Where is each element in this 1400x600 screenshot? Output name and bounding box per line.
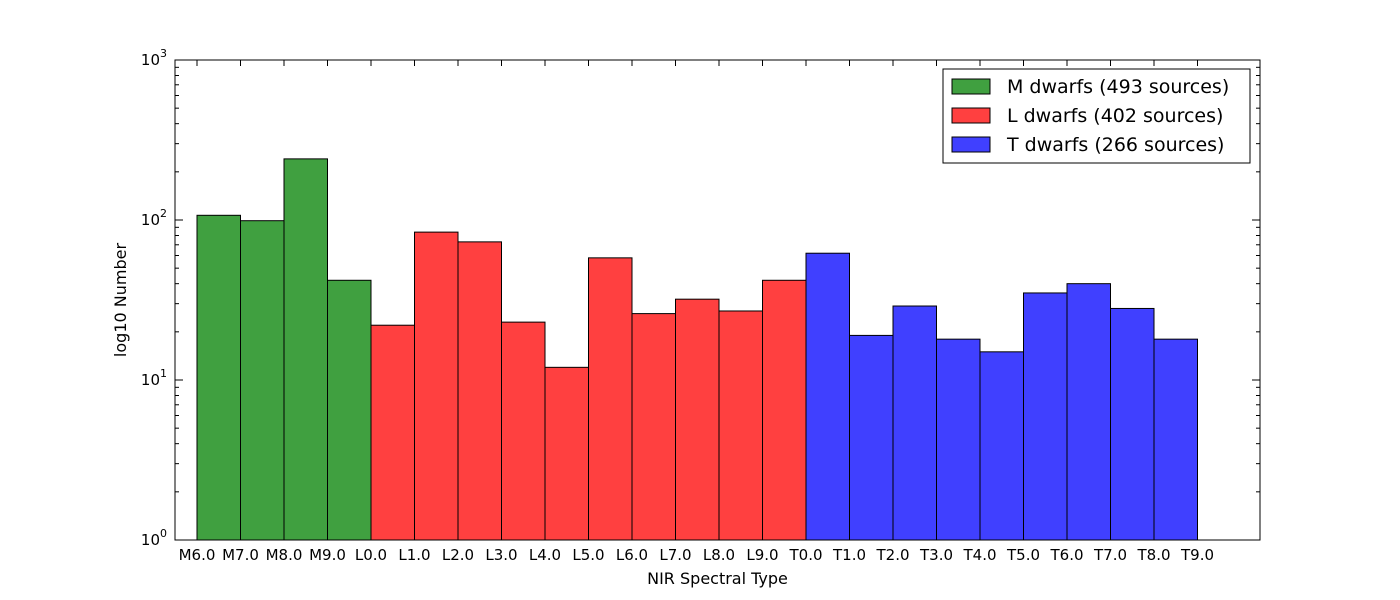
x-tick-label: L3.0 bbox=[485, 546, 517, 564]
x-axis-label: NIR Spectral Type bbox=[647, 569, 788, 588]
bar-T0.0 bbox=[805, 252, 850, 541]
legend-swatch bbox=[951, 107, 991, 124]
y-tick-label: 102 bbox=[141, 207, 167, 229]
legend-label: L dwarfs (402 sources) bbox=[1007, 105, 1223, 127]
bar-T8.0 bbox=[1153, 338, 1198, 541]
x-tick-label: T6.0 bbox=[1049, 546, 1083, 564]
bar-L5.0 bbox=[588, 257, 633, 541]
x-tick-label: L5.0 bbox=[572, 546, 604, 564]
plot-frame bbox=[174, 59, 1261, 541]
x-tick-label: L7.0 bbox=[659, 546, 691, 564]
bar-T2.0 bbox=[892, 305, 937, 541]
x-tick-label: M9.0 bbox=[309, 546, 346, 564]
x-tick-label: L1.0 bbox=[398, 546, 430, 564]
bar-L3.0 bbox=[501, 321, 546, 541]
legend-label: M dwarfs (493 sources) bbox=[1007, 76, 1229, 98]
bar-L0.0 bbox=[370, 324, 415, 541]
x-tick-label: M7.0 bbox=[222, 546, 259, 564]
bar-T4.0 bbox=[979, 351, 1024, 541]
bar-T5.0 bbox=[1023, 292, 1068, 541]
bar-T1.0 bbox=[849, 334, 894, 541]
x-tick-label: L4.0 bbox=[529, 546, 561, 564]
x-tick-label: L0.0 bbox=[355, 546, 387, 564]
x-tick-label: T4.0 bbox=[962, 546, 996, 564]
bars-group bbox=[196, 158, 1241, 541]
legend: M dwarfs (493 sources) L dwarfs (402 sour… bbox=[942, 68, 1251, 164]
x-tick-label: T8.0 bbox=[1136, 546, 1170, 564]
bar-L6.0 bbox=[631, 313, 676, 541]
x-tick-label: L2.0 bbox=[442, 546, 474, 564]
x-tick-label: L6.0 bbox=[616, 546, 648, 564]
x-tick-label: M6.0 bbox=[179, 546, 216, 564]
x-ticks-group: M6.0 M7.0 M8.0 M9.0 L0.0 L1.0 L2.0 L3.0 L4.0 L5.0… bbox=[179, 60, 1214, 564]
bar-T7.0 bbox=[1110, 307, 1155, 541]
x-tick-label: T0.0 bbox=[788, 546, 822, 564]
x-tick-label: T3.0 bbox=[919, 546, 953, 564]
y-tick-label: 101 bbox=[141, 367, 167, 389]
x-tick-label: T7.0 bbox=[1093, 546, 1127, 564]
bar-L1.0 bbox=[414, 231, 459, 541]
legend-box bbox=[942, 68, 1251, 164]
x-tick-label: L9.0 bbox=[746, 546, 778, 564]
x-tick-label: L8.0 bbox=[703, 546, 735, 564]
bar-L9.0 bbox=[762, 279, 807, 541]
bar-M8.0 bbox=[283, 158, 328, 541]
y-axis-label: log10 Number bbox=[111, 243, 130, 358]
x-tick-label: T9.0 bbox=[1180, 546, 1214, 564]
legend-label: T dwarfs (266 sources) bbox=[1006, 134, 1224, 156]
y-tick-label: 100 bbox=[141, 527, 167, 549]
bar-L2.0 bbox=[457, 241, 502, 541]
x-tick-label: T2.0 bbox=[875, 546, 909, 564]
x-tick-label: T5.0 bbox=[1006, 546, 1040, 564]
bar-L7.0 bbox=[675, 298, 720, 541]
x-tick-label: T1.0 bbox=[832, 546, 866, 564]
bar-M6.0 bbox=[196, 214, 241, 541]
legend-swatch bbox=[951, 136, 991, 153]
x-tick-label: M8.0 bbox=[266, 546, 303, 564]
bar-T3.0 bbox=[936, 338, 981, 541]
legend-swatch bbox=[951, 78, 991, 95]
bar-T6.0 bbox=[1066, 283, 1111, 541]
bar-M7.0 bbox=[240, 220, 285, 541]
bar-L4.0 bbox=[544, 366, 589, 541]
bar-L8.0 bbox=[718, 310, 763, 541]
y-tick-label: 103 bbox=[141, 47, 167, 69]
bar-M9.0 bbox=[327, 279, 372, 541]
